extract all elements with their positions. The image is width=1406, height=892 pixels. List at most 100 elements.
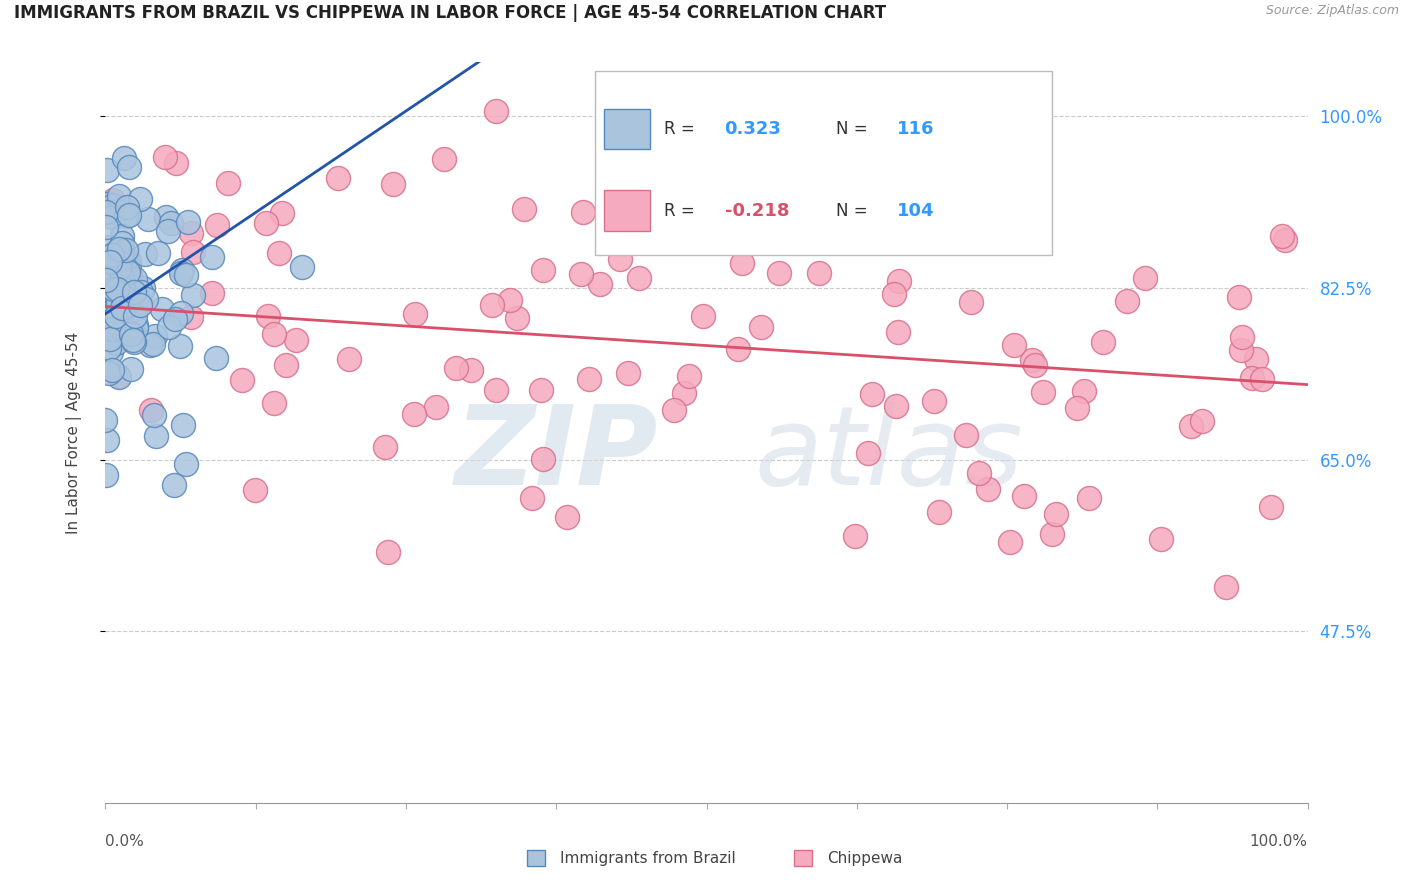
Point: [134, 247, 156, 261]
Text: 0.323: 0.323: [724, 120, 782, 138]
Point: [1246, 351, 1268, 366]
Point: [977, 482, 1000, 496]
Text: ZIP: ZIP: [456, 401, 658, 508]
Point: [1014, 489, 1036, 503]
Point: [499, 293, 522, 307]
Point: [1274, 233, 1296, 247]
Point: [94, 413, 117, 427]
Point: [112, 281, 135, 295]
Point: [120, 361, 142, 376]
Point: [107, 369, 129, 384]
Point: [730, 256, 752, 270]
Point: [271, 206, 294, 220]
Point: [96, 197, 118, 211]
Point: [120, 326, 142, 341]
Point: [174, 457, 197, 471]
Point: [98, 276, 121, 290]
Point: [101, 210, 124, 224]
Text: -0.218: -0.218: [724, 202, 789, 219]
Point: [101, 248, 124, 262]
Point: [108, 188, 131, 202]
Text: 116: 116: [897, 120, 934, 138]
Point: [96, 163, 118, 178]
Point: [129, 297, 152, 311]
Point: [170, 262, 193, 277]
Point: [374, 440, 396, 454]
Point: [425, 400, 447, 414]
Text: 0.0%: 0.0%: [105, 834, 145, 849]
Point: [115, 209, 138, 223]
Point: [98, 332, 121, 346]
Point: [284, 333, 307, 347]
Point: [1191, 414, 1213, 428]
Point: [201, 285, 224, 300]
Point: [177, 215, 200, 229]
Point: [110, 317, 132, 331]
Point: [243, 483, 266, 498]
Point: [886, 325, 908, 339]
Point: [1091, 334, 1114, 349]
Point: [460, 362, 482, 376]
Point: [124, 309, 146, 323]
Point: [101, 363, 124, 377]
Point: [381, 178, 404, 192]
Bar: [605, 190, 650, 231]
Point: [481, 298, 503, 312]
Point: [883, 287, 905, 301]
Point: [1260, 500, 1282, 514]
Point: [617, 366, 640, 380]
Point: [138, 212, 160, 227]
Point: [328, 171, 350, 186]
Point: [94, 273, 117, 287]
Point: [101, 198, 124, 212]
Point: [672, 386, 695, 401]
Text: R =: R =: [665, 120, 700, 138]
Text: Source: ZipAtlas.com: Source: ZipAtlas.com: [1265, 4, 1399, 18]
Point: [101, 281, 124, 295]
Point: [97, 287, 120, 301]
Point: [263, 396, 285, 410]
Point: [768, 266, 790, 280]
Point: [115, 244, 138, 258]
Point: [98, 254, 121, 268]
Point: [808, 267, 831, 281]
Point: [257, 309, 280, 323]
Point: [1045, 507, 1067, 521]
Text: atlas: atlas: [755, 401, 1024, 508]
Point: [995, 195, 1018, 210]
Point: [1040, 527, 1063, 541]
Point: [114, 252, 136, 266]
Point: [609, 252, 631, 266]
Point: [112, 290, 135, 304]
Point: [170, 267, 193, 281]
Point: [1230, 343, 1253, 358]
Point: [627, 270, 650, 285]
Point: [117, 265, 139, 279]
Point: [105, 335, 128, 350]
Point: [97, 367, 120, 381]
Point: [181, 245, 204, 260]
Point: [858, 446, 880, 460]
Point: [1032, 385, 1054, 400]
Point: [150, 302, 173, 317]
Point: [163, 311, 186, 326]
Point: [180, 310, 202, 324]
Point: [127, 291, 149, 305]
Point: [884, 399, 907, 413]
Point: [115, 201, 138, 215]
Point: [104, 325, 127, 339]
Point: [967, 467, 990, 481]
Point: [96, 294, 118, 309]
Point: [110, 285, 132, 299]
Point: [955, 428, 977, 442]
Point: [157, 224, 180, 238]
Point: [104, 313, 127, 327]
Point: [107, 296, 129, 310]
Point: [155, 211, 177, 225]
Point: [433, 153, 456, 167]
Point: [112, 301, 135, 316]
Point: [103, 301, 125, 316]
Point: [404, 307, 426, 321]
Point: [107, 282, 129, 296]
Point: [108, 260, 131, 275]
